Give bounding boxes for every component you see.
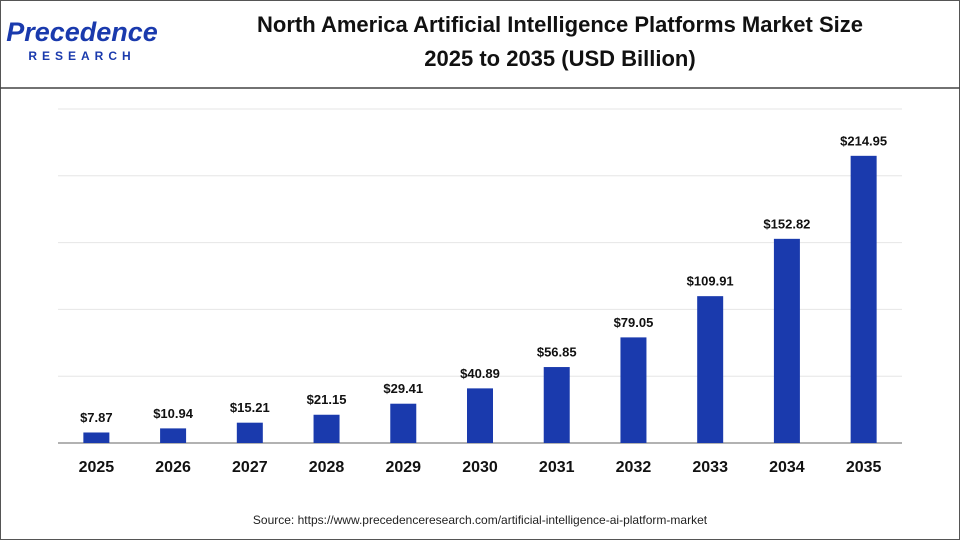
bar xyxy=(697,296,724,443)
x-tick-label: 2027 xyxy=(232,459,268,476)
value-label: $214.95 xyxy=(840,133,887,148)
x-tick-label: 2031 xyxy=(539,459,575,476)
value-label: $29.41 xyxy=(383,381,423,396)
logo-name: Precedence xyxy=(6,17,158,47)
x-tick-label: 2028 xyxy=(309,459,345,476)
value-label: $10.94 xyxy=(153,406,194,421)
chart-title: North America Artificial Intelligence Pl… xyxy=(257,12,863,37)
logo-tagline: RESEARCH xyxy=(28,49,135,63)
bar xyxy=(390,403,417,443)
x-tick-label: 2032 xyxy=(616,459,652,476)
chart-subtitle: 2025 to 2035 (USD Billion) xyxy=(424,46,695,71)
bar xyxy=(773,238,800,443)
value-label: $79.05 xyxy=(614,315,654,330)
x-tick-label: 2029 xyxy=(385,459,421,476)
bar xyxy=(236,422,263,443)
x-tick-label: 2035 xyxy=(846,459,882,476)
value-label: $15.21 xyxy=(230,400,270,415)
bar xyxy=(620,337,647,443)
bar xyxy=(313,414,340,443)
x-tick-label: 2033 xyxy=(692,459,728,476)
source: Source: https://www.precedenceresearch.c… xyxy=(253,513,708,527)
value-label: $56.85 xyxy=(537,344,577,359)
bar xyxy=(467,388,493,443)
bar xyxy=(543,367,570,443)
bar xyxy=(850,155,877,444)
bar xyxy=(160,428,187,443)
value-label: $21.15 xyxy=(307,392,347,407)
value-label: $109.91 xyxy=(687,274,734,289)
bar xyxy=(83,432,110,443)
x-tick-label: 2026 xyxy=(155,459,191,476)
x-tick-label: 2034 xyxy=(769,459,805,476)
value-label: $7.87 xyxy=(80,410,113,425)
value-label: $152.82 xyxy=(763,216,810,231)
x-tick-label: 2025 xyxy=(79,459,115,476)
value-label: $40.89 xyxy=(460,366,500,381)
x-tick-label: 2030 xyxy=(462,459,498,476)
